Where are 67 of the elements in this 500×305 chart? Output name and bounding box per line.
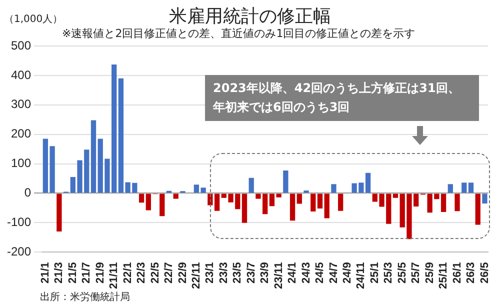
y-tick-label: 0	[24, 186, 32, 200]
bar	[248, 178, 254, 193]
bar	[448, 184, 453, 193]
bar	[338, 194, 344, 211]
bar	[475, 194, 480, 225]
bar	[468, 182, 474, 193]
bar	[454, 194, 460, 212]
annotation: 2023年以降、42回のうち上方修正は31回、年初来では6回のうち3回	[205, 75, 479, 121]
y-tick-label: 200	[10, 126, 32, 141]
bar	[56, 194, 62, 232]
x-tick-label: 23/7	[245, 262, 258, 284]
x-tick-label: 23/11	[272, 262, 285, 289]
bar	[462, 182, 467, 193]
y-tick-label: 400	[10, 68, 32, 82]
y-tick-label: 500	[10, 38, 32, 52]
x-tick-label: 21/11	[108, 262, 120, 289]
x-tick-label: 21/1	[39, 262, 52, 284]
bar	[296, 194, 302, 204]
x-tick-label: 26/5	[478, 262, 491, 284]
bar	[283, 170, 288, 193]
y-tick-label: 100	[10, 156, 32, 170]
x-tick-label: 23/1	[204, 262, 216, 284]
bar	[331, 184, 336, 193]
chart-title: 米雇用統計の修正幅	[169, 6, 331, 27]
bar	[482, 194, 488, 204]
y-axis-title: （1,000人）	[4, 13, 63, 26]
x-tick-label: 26/1	[451, 262, 464, 284]
y-tick-label: 300	[10, 97, 32, 112]
bar	[324, 194, 330, 218]
x-tick-label: 25/1	[368, 262, 381, 284]
bar	[317, 194, 323, 209]
x-tick-label: 26/3	[465, 262, 478, 284]
x-tick-label: 25/11	[438, 262, 450, 289]
x-tick-label: 22/1	[122, 262, 134, 284]
x-tick-label: 24/9	[341, 262, 354, 284]
x-tick-label: 25/5	[396, 262, 408, 284]
bar	[90, 120, 96, 193]
x-tick-label: 24/3	[300, 262, 312, 284]
x-tick-label: 23/9	[259, 262, 272, 284]
bar	[242, 194, 248, 223]
x-tick-label: 25/3	[382, 262, 395, 284]
chart-subtitle: ※速報値と2回目修正値との差、直近値のみ1回目の修正値との差を示す	[62, 26, 416, 41]
bar	[392, 194, 398, 198]
x-tick-label: 24/5	[314, 262, 326, 284]
x-tick-label: 22/3	[136, 262, 148, 284]
bar	[290, 194, 296, 221]
y-tick-label: -200	[6, 244, 32, 258]
bar	[138, 194, 144, 203]
bar	[310, 194, 316, 212]
x-tick-label: 24/1	[286, 262, 299, 284]
x-tick-label: 21/3	[53, 262, 66, 284]
x-tick-label: 24/7	[328, 262, 340, 284]
x-tick-label: 23/3	[218, 262, 230, 284]
x-tick-label: 22/5	[149, 262, 162, 284]
x-tick-label: 24/11	[355, 262, 368, 289]
x-tick-label: 22/11	[190, 262, 202, 289]
x-tick-label: 22/9	[176, 262, 189, 284]
text: 出所：米労働統計局	[40, 290, 130, 304]
y-tick-label: -100	[6, 214, 32, 229]
x-tick-label: 21/5	[66, 262, 79, 284]
x-tick-label: 23/5	[232, 262, 244, 284]
x-tick-label: 22/7	[163, 262, 176, 284]
x-tick-label: 21/9	[94, 262, 106, 284]
x-tick-label: 21/7	[80, 262, 93, 284]
x-tick-label: 25/7	[410, 262, 422, 284]
bar	[173, 194, 178, 199]
x-tick-label: 25/9	[424, 262, 436, 284]
